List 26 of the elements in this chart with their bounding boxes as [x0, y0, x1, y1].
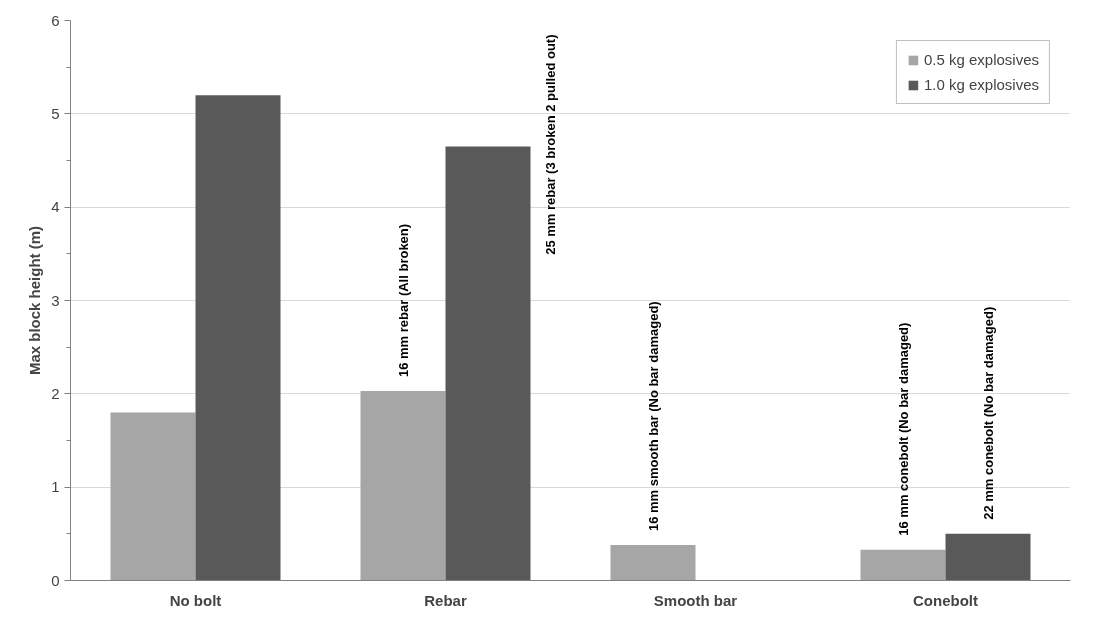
bar	[445, 146, 531, 581]
legend-label: 0.5 kg explosives	[923, 51, 1039, 68]
annotation: 25 mm rebar (3 broken 2 pulled out)	[543, 34, 558, 255]
y-tick-label: 1	[51, 478, 60, 496]
bar	[610, 545, 696, 581]
y-tick-label: 4	[51, 198, 60, 216]
y-axis-title: Max block height (m)	[26, 225, 44, 376]
x-tick-label: Rebar	[424, 591, 467, 609]
y-tick-label: 2	[51, 384, 60, 402]
bar	[360, 391, 446, 581]
bar	[110, 412, 196, 581]
x-tick-label: Smooth bar	[653, 591, 738, 609]
annotation: 16 mm rebar (All broken)	[395, 223, 411, 378]
bar	[195, 95, 281, 581]
annotation: 16 mm smooth bar (No bar damaged)	[645, 301, 661, 532]
bar	[945, 533, 1031, 581]
x-tick-label: No bolt	[169, 591, 222, 609]
annotation: 22 mm conebolt (No bar damaged)	[980, 306, 996, 520]
x-tick-label: Conebolt	[913, 591, 979, 609]
y-tick-label: 6	[51, 11, 60, 29]
y-tick-label: 0	[51, 571, 60, 589]
legend-label: 1.0 kg explosives	[923, 76, 1039, 93]
bar	[860, 549, 946, 581]
y-tick-label: 5	[51, 104, 60, 122]
y-tick-label: 3	[51, 291, 60, 309]
annotation: 16 mm conebolt (No bar damaged)	[895, 322, 911, 536]
